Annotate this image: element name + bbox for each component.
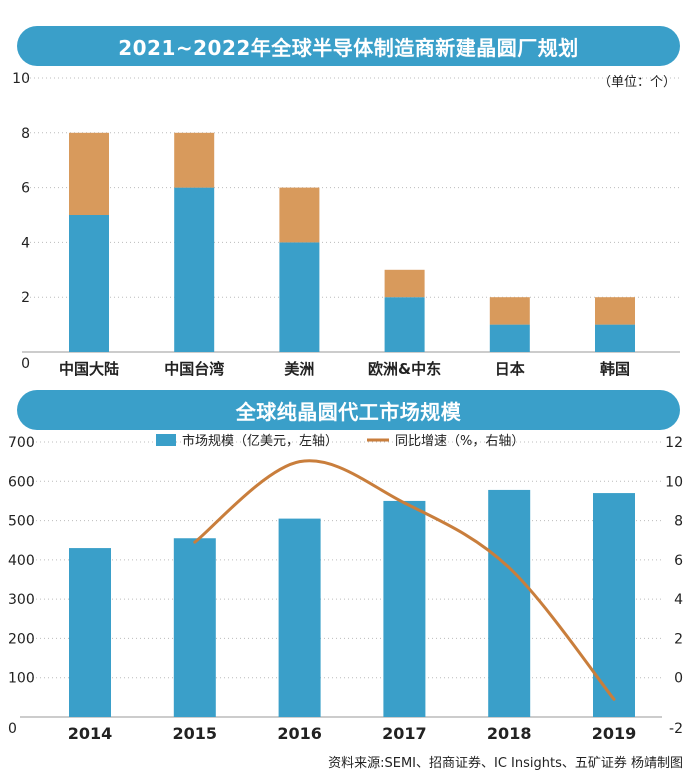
x-tick-label: 中国台湾 [164,360,224,378]
x-tick-label: 2016 [277,724,322,743]
legend-bar-label: 市场规模（亿美元，左轴） [182,433,338,449]
unit-note: （单位：个） [598,75,676,90]
y-left-tick-label: 300 [8,592,35,608]
x-tick-label: 中国大陆 [59,360,119,378]
x-tick-label: 2017 [382,724,427,743]
bar [173,538,216,717]
y-left-tick-label: 500 [8,514,35,530]
source-note: 资料来源:SEMI、招商证券、IC Insights、五矿证券 杨靖制图 [328,756,683,771]
x-tick-label: 2014 [68,724,113,743]
y-right-tick-label: 0 [674,671,683,687]
bar-segment [384,269,425,298]
y-right-tick-label: 2 [674,631,683,647]
x-tick-label: 2019 [592,724,637,743]
y-tick-label: 0 [21,356,30,372]
bar-segment [384,297,425,352]
chart1-title: 2021~2022年全球半导体制造商新建晶圆厂规划 [118,35,579,60]
x-tick-label: 美洲 [284,360,314,378]
x-tick-label: 2018 [487,724,532,743]
chart2-title: 全球纯晶圆代工市场规模 [235,399,462,424]
bar-segment [174,187,215,352]
y-tick-label: 8 [21,126,30,142]
y-tick-label: 10 [12,71,30,87]
y-tick-label: 4 [21,235,30,251]
chart2-title-banner: 全球纯晶圆代工市场规模 [17,390,680,430]
bar [383,500,426,717]
bar [69,548,111,717]
y-left-tick-label: 600 [8,474,35,490]
y-right-tick-label: 6 [674,553,683,569]
chart1-title-banner: 2021~2022年全球半导体制造商新建晶圆厂规划 [17,26,680,66]
y-tick-label: 6 [21,181,30,197]
chart2-plot: 0 100 200 300 400 500 600 700 -2 0 2 4 6 8 10 12 市场规模（亿美… [8,433,683,743]
y-left-tick-label: 0 [8,721,17,737]
bar-segment [69,132,109,215]
x-tick-label: 欧洲&中东 [368,360,441,378]
bar-segment [595,324,635,352]
bar-segment [595,297,635,325]
y-left-tick-label: 200 [8,631,35,647]
y-left-tick-label: 100 [8,671,35,687]
bar [488,489,531,717]
chart1-plot: 0 2 4 6 8 10 （单位：个） 中国大陆 中国台湾 美洲 欧洲&中东 日本 韩国 [12,71,680,378]
y-tick-label: 2 [21,290,30,306]
bar [593,493,635,717]
y-right-tick-label: 4 [674,592,683,608]
bar [278,518,321,717]
bar-segment [279,187,320,243]
legend-line-label: 同比增速（%，右轴） [395,434,524,449]
bar-segment [279,242,320,352]
y-right-tick-label: 8 [674,514,683,530]
growth-line [193,459,616,701]
y-left-tick-label: 400 [8,553,35,569]
bar-segment [489,324,530,352]
x-tick-label: 2015 [173,724,218,743]
y-right-tick-label: 12 [665,435,683,451]
bar-segment [174,132,215,188]
y-right-tick-label: -2 [669,721,683,737]
y-right-tick-label: 10 [665,474,683,490]
y-left-tick-label: 700 [8,435,35,451]
x-tick-label: 韩国 [600,360,630,378]
bar-segment [489,297,530,325]
bar-segment [69,215,109,352]
x-tick-label: 日本 [495,360,525,378]
legend-bar-swatch [156,434,176,446]
